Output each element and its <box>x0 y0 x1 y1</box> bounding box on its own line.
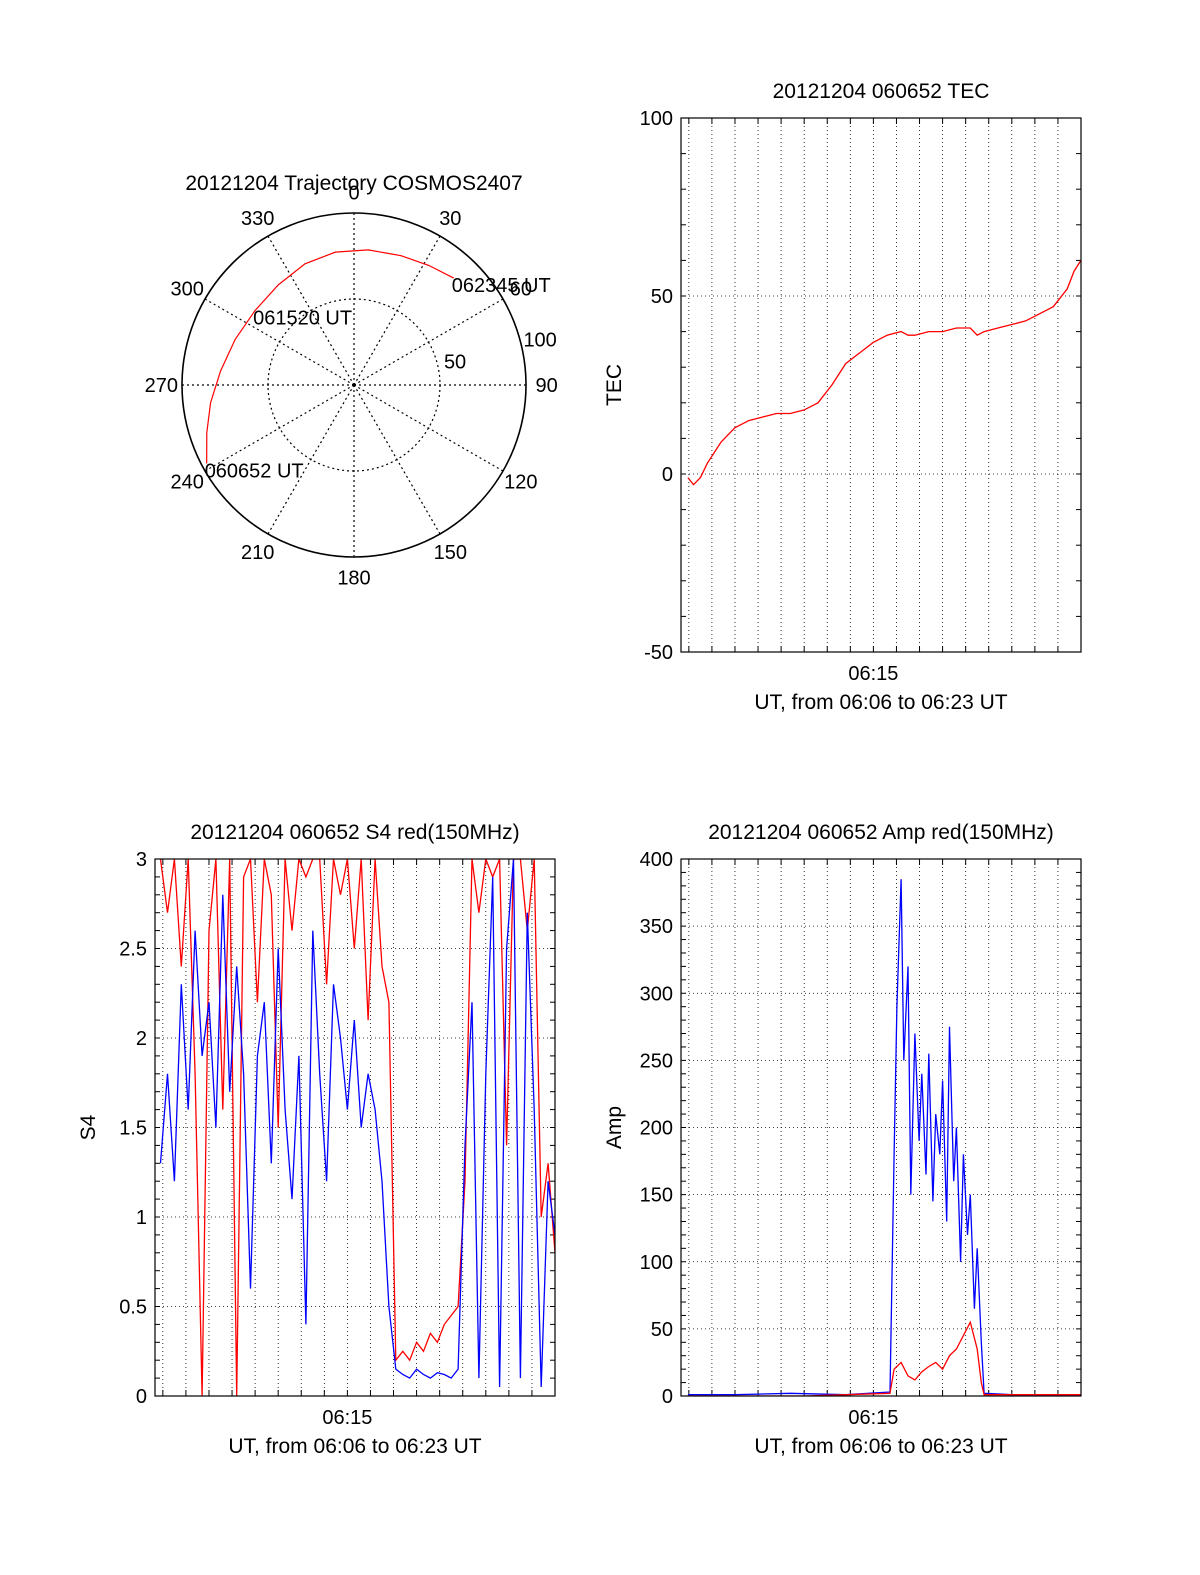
chart-title: 20121204 060652 S4 red(150MHz) <box>190 821 519 844</box>
y-tick-label: 1 <box>136 1207 147 1229</box>
time-annotation: 060652 UT <box>205 460 304 482</box>
plot-frame <box>680 117 1082 653</box>
y-tick-label: 150 <box>640 1185 673 1207</box>
x-axis-label: UT, from 06:06 to 06:23 UT <box>754 1435 1007 1458</box>
y-tick-label: 0 <box>662 1386 673 1408</box>
y-axis-label: Amp <box>603 1106 626 1149</box>
ring-label: 100 <box>523 329 556 351</box>
elevation-ring <box>181 212 527 558</box>
polar-trajectory-chart: 20121204 Trajectory COSMOS2407 50 100 0 30 60… <box>145 172 558 590</box>
amp-chart: 20121204 060652 Amp red(150MHz) 0 50 100 150… <box>603 821 1082 1458</box>
x-axis-label: UT, from 06:06 to 06:23 UT <box>754 691 1007 714</box>
azimuth-spoke <box>353 235 441 386</box>
x-tick-label: 06:15 <box>848 663 898 685</box>
y-axis-label: TEC <box>603 364 626 406</box>
y-tick-label: 250 <box>640 1050 673 1072</box>
azimuth-label: 60 <box>510 279 532 301</box>
azimuth-label: 240 <box>170 471 203 493</box>
y-tick-label: 0 <box>662 464 673 486</box>
x-tick-label: 06:15 <box>322 1407 372 1429</box>
azimuth-label: 150 <box>434 542 467 564</box>
x-tick-label: 06:15 <box>848 1407 898 1429</box>
azimuth-label: 180 <box>337 568 370 590</box>
azimuth-label: 330 <box>241 208 274 230</box>
y-tick-label: 100 <box>640 108 673 130</box>
chart-title: 20121204 Trajectory COSMOS2407 <box>185 172 522 195</box>
plot-frame <box>680 858 1082 1397</box>
series-line <box>687 260 1081 486</box>
azimuth-label: 90 <box>536 375 558 397</box>
tec-chart: 20121204 060652 TEC -50 0 50 100 06:15 UT, fro… <box>603 80 1082 714</box>
azimuth-spoke <box>267 235 355 386</box>
y-tick-label: 2.5 <box>119 939 147 961</box>
y-tick-label: 50 <box>651 1319 673 1341</box>
azimuth-label: 30 <box>439 208 461 230</box>
chart-title: 20121204 060652 TEC <box>773 80 990 103</box>
chart-title: 20121204 060652 Amp red(150MHz) <box>708 821 1054 844</box>
series-line <box>687 1320 1081 1396</box>
azimuth-spoke <box>267 384 355 535</box>
x-axis-label: UT, from 06:06 to 06:23 UT <box>228 1435 481 1458</box>
azimuth-label: 270 <box>145 375 178 397</box>
ring-label: 50 <box>444 352 466 374</box>
time-annotation: 062345 UT <box>452 275 551 297</box>
azimuth-label: 300 <box>170 279 203 301</box>
y-tick-label: 300 <box>640 983 673 1005</box>
y-tick-label: 1.5 <box>119 1118 147 1140</box>
y-axis-label: S4 <box>77 1114 100 1140</box>
y-tick-label: 50 <box>651 286 673 308</box>
time-annotation: 061520 UT <box>253 307 352 329</box>
y-tick-label: 400 <box>640 849 673 871</box>
azimuth-spoke <box>204 384 355 472</box>
y-tick-label: 0 <box>136 1386 147 1408</box>
azimuth-label: 120 <box>504 471 537 493</box>
azimuth-label: 210 <box>241 542 274 564</box>
y-tick-label: 100 <box>640 1252 673 1274</box>
s4-chart: 20121204 060652 S4 red(150MHz) 0 0.5 1 1.5 2 2… <box>77 821 556 1458</box>
y-tick-label: 0.5 <box>119 1297 147 1319</box>
y-tick-label: 3 <box>136 849 147 871</box>
y-tick-label: 350 <box>640 916 673 938</box>
azimuth-label: 0 <box>348 182 359 204</box>
series-line <box>687 879 1081 1396</box>
trajectory-line <box>206 249 454 464</box>
plot-frame <box>154 858 556 1397</box>
azimuth-spoke <box>204 298 355 386</box>
azimuth-spoke <box>353 298 504 386</box>
series-line <box>159 859 555 1388</box>
y-tick-label: -50 <box>644 642 673 664</box>
y-tick-label: 200 <box>640 1118 673 1140</box>
y-tick-label: 2 <box>136 1028 147 1050</box>
azimuth-spoke <box>353 384 441 535</box>
elevation-ring <box>267 298 441 472</box>
